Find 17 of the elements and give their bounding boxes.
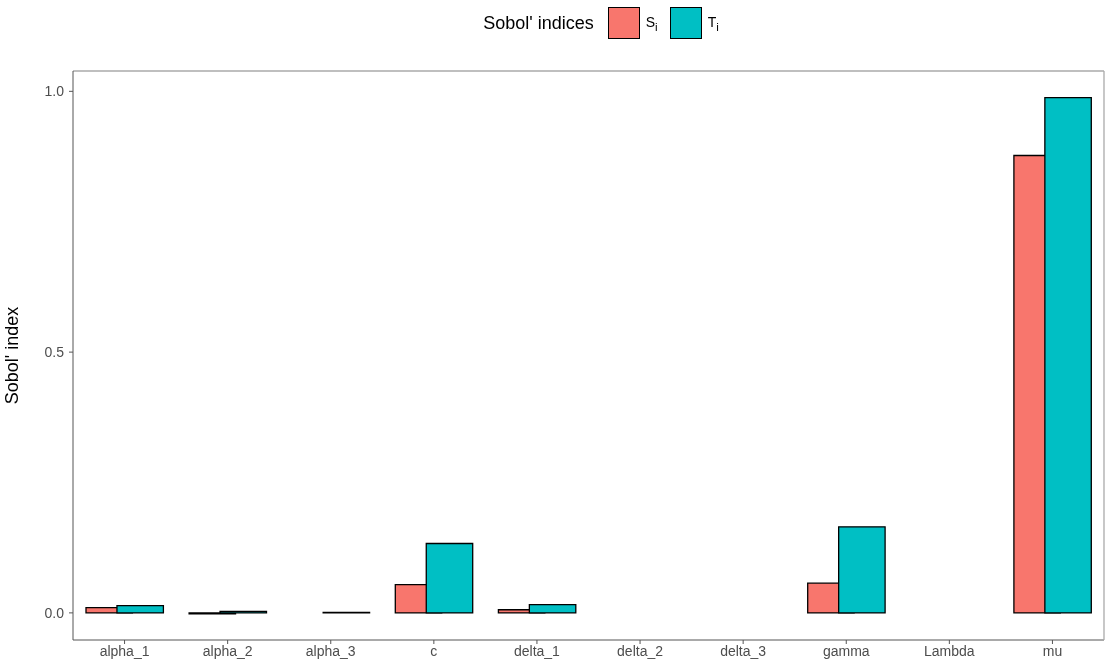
x-tick-label: c bbox=[430, 642, 438, 659]
legend-title: Sobol' indices bbox=[483, 12, 594, 34]
y-tick-label: 0.0 bbox=[44, 604, 65, 621]
x-tick-label: gamma bbox=[822, 642, 870, 659]
x-tick-label: mu bbox=[1042, 642, 1063, 659]
x-tick-label: alpha_3 bbox=[305, 642, 356, 659]
x-tick-label: Lambda bbox=[924, 642, 975, 659]
x-tick-label: delta_1 bbox=[513, 642, 561, 659]
x-tick-label: alpha_1 bbox=[99, 642, 150, 659]
y-tick-label: 0.5 bbox=[44, 344, 65, 361]
x-tick-label: delta_2 bbox=[617, 642, 664, 659]
legend-label: T$_{i}$ bbox=[707, 13, 719, 33]
x-tick-label: alpha_2 bbox=[202, 642, 253, 659]
y-axis-title: Sobol' index bbox=[2, 306, 23, 405]
x-tick-label: delta_3 bbox=[720, 642, 767, 659]
y-tick-label: 1.0 bbox=[44, 83, 65, 100]
legend-label: S$_{i}$ bbox=[645, 13, 658, 33]
